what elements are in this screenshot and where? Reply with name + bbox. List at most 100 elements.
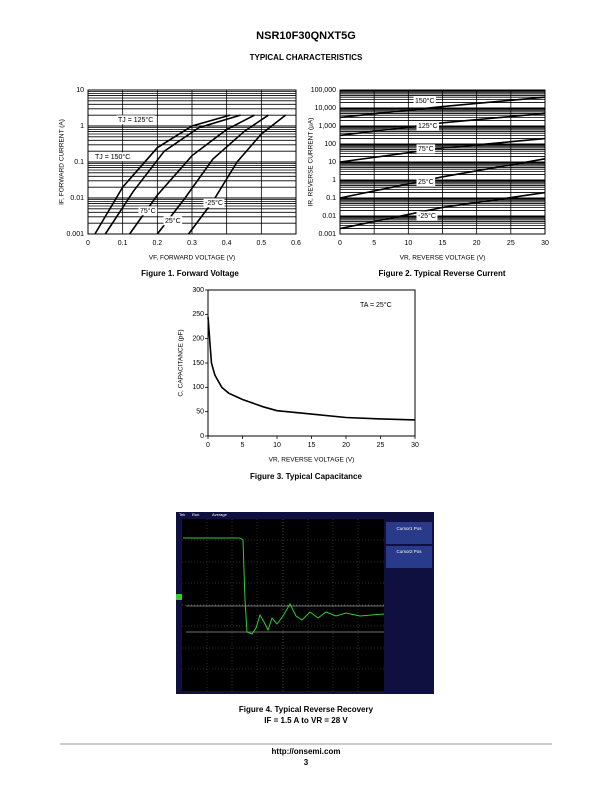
- x-tick-label: 30: [411, 442, 419, 449]
- y-tick-label: 1: [332, 177, 336, 184]
- scope-panel-box: [386, 546, 432, 568]
- figure-caption: Figure 4. Typical Reverse Recovery: [239, 705, 374, 714]
- scope-text: Average: [212, 512, 228, 517]
- annotation: TA = 25°C: [360, 301, 392, 309]
- annotation-bg: [416, 211, 438, 221]
- annotation: 25°C: [418, 178, 434, 186]
- annotation: 150°C: [415, 97, 435, 105]
- x-tick-label: 0.4: [222, 240, 232, 247]
- y-tick-label: 1: [80, 123, 84, 130]
- plot-frame: [87, 89, 297, 235]
- y-tick-label: 1,000: [318, 123, 336, 130]
- series-line: [339, 191, 546, 230]
- page-number: 3: [304, 758, 309, 767]
- scope-text: Run: [192, 512, 199, 517]
- figure-caption: Figure 1. Forward Voltage: [141, 269, 239, 278]
- x-tick-label: 0.6: [291, 240, 301, 247]
- annotation: -25°C: [418, 212, 436, 220]
- scope-panel-box: [386, 522, 432, 544]
- plot-area: [208, 290, 415, 436]
- scope-screenshot: Tek Run Average Cursor1 Pos Cursor2 Pos: [176, 512, 434, 694]
- x-tick-label: 5: [372, 240, 376, 247]
- y-axis-label: C, CAPACITANCE (pF): [178, 329, 185, 396]
- y-tick-label: 250: [192, 311, 204, 318]
- scope-waveform: [183, 537, 385, 635]
- y-tick-label: 50: [196, 409, 204, 416]
- annotation: TJ = 150°C: [95, 153, 130, 161]
- scope-text: Cursor1 Pos: [396, 526, 422, 531]
- annotation-bg: [416, 144, 436, 154]
- y-tick-label: 200: [192, 336, 204, 343]
- annotation: TJ = 125°C: [118, 116, 153, 124]
- series-line: [339, 112, 546, 137]
- doc-title: NSR10F30QNXT5G: [256, 30, 356, 42]
- series-line: [187, 114, 287, 235]
- annotation-bg: [416, 121, 440, 131]
- scope-channel-marker: [176, 594, 182, 600]
- y-tick-label: 0.01: [70, 195, 84, 202]
- x-tick-label: 20: [342, 442, 350, 449]
- x-tick-label: 0: [206, 442, 210, 449]
- annotation-bg: [93, 152, 132, 162]
- figure-subcaption: IF = 1.5 A to VR = 28 V: [264, 716, 348, 725]
- x-tick-label: 25: [507, 240, 515, 247]
- figure-caption: Figure 3. Typical Capacitance: [250, 472, 362, 481]
- annotation-bg: [116, 115, 155, 125]
- annotation: 125°C: [418, 122, 438, 130]
- annotation: 75°C: [418, 145, 434, 153]
- x-axis-label: VF, FORWARD VOLTAGE (V): [149, 255, 235, 262]
- annotation-bg: [138, 206, 158, 216]
- annotation-bg: [163, 216, 183, 226]
- x-axis-label: VR, REVERSE VOLTAGE (V): [400, 255, 486, 262]
- footer-url: http://onsemi.com: [272, 747, 341, 756]
- x-tick-label: 0.2: [152, 240, 162, 247]
- x-axis-label: VR, REVERSE VOLTAGE (V): [269, 457, 355, 464]
- x-tick-label: 10: [404, 240, 412, 247]
- annotation-bg: [416, 177, 436, 187]
- plot-frame: [207, 289, 416, 437]
- y-tick-label: 10,000: [315, 105, 337, 112]
- y-tick-label: 300: [192, 287, 204, 294]
- section-title: TYPICAL CHARACTERISTICS: [250, 53, 363, 62]
- x-tick-label: 5: [241, 442, 245, 449]
- x-tick-label: 20: [473, 240, 481, 247]
- y-tick-label: 10: [76, 87, 84, 94]
- figure-caption: Figure 2. Typical Reverse Current: [378, 269, 505, 278]
- scope-text: Tek: [179, 512, 185, 517]
- y-axis-label: IR, REVERSE CURRENT (µA): [308, 118, 315, 207]
- y-tick-label: 10: [328, 159, 336, 166]
- x-tick-label: 15: [439, 240, 447, 247]
- series-line: [94, 114, 231, 235]
- series-line: [156, 114, 269, 235]
- y-axis-label: IF, FORWARD CURRENT (A): [59, 119, 66, 205]
- x-tick-label: 0.1: [118, 240, 128, 247]
- y-tick-label: 0.001: [318, 231, 336, 238]
- x-tick-label: 25: [377, 442, 385, 449]
- series-line: [207, 316, 416, 421]
- scope-text: Cursor2 Pos: [396, 549, 422, 554]
- series-line: [339, 137, 546, 163]
- y-tick-label: 0.1: [74, 159, 84, 166]
- y-tick-label: 0: [200, 433, 204, 440]
- x-tick-label: 0.3: [187, 240, 197, 247]
- annotation: 25°C: [165, 217, 181, 225]
- annotation-bg: [203, 198, 225, 208]
- scope-grid: [182, 519, 384, 691]
- x-tick-label: 15: [308, 442, 316, 449]
- y-tick-label: 100: [324, 141, 336, 148]
- y-tick-label: 0.1: [326, 195, 336, 202]
- x-tick-label: 0: [338, 240, 342, 247]
- x-tick-label: 10: [273, 442, 281, 449]
- y-tick-label: 0.001: [66, 231, 84, 238]
- series-line: [339, 158, 546, 199]
- x-tick-label: 0.5: [256, 240, 266, 247]
- series-line: [104, 114, 241, 235]
- series-line: [339, 96, 546, 119]
- x-tick-label: 0: [86, 240, 90, 247]
- annotation: 75°C: [140, 207, 156, 215]
- annotation: -25°C: [205, 199, 223, 207]
- y-tick-label: 0.01: [322, 213, 336, 220]
- y-tick-label: 150: [192, 360, 204, 367]
- y-tick-label: 100: [192, 384, 204, 391]
